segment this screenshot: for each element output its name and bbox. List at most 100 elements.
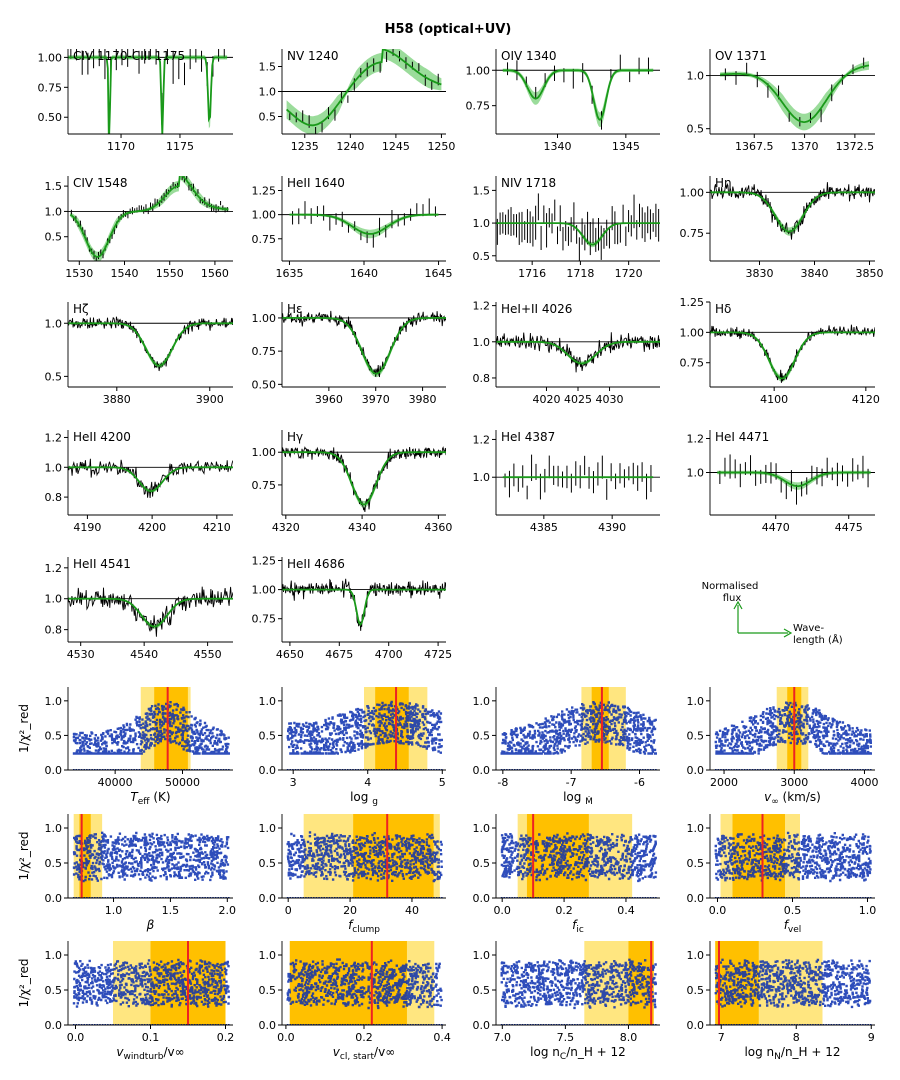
y-tick-label: 0.5 [259,857,277,870]
y-tick-label: 1.2 [45,431,63,444]
y-tick-label: 0.5 [259,111,277,124]
x-axis-label-rest: (km/s) [779,790,821,804]
model-line [282,316,446,375]
x-tick-label: 5 [439,776,446,789]
spectrum-panel: 3880 3900 0.5 1.0 Hζ [45,302,233,406]
x-axis-label: fic [572,918,584,935]
x-tick-label: 0.2 [217,1031,235,1044]
legend-y-label-2: flux [723,593,742,604]
legend-x-label-1: Wave- [793,623,824,634]
y-tick-label: 1.0 [45,695,63,708]
panel-plot-area [496,332,660,373]
x-tick-label: 0.1 [142,1031,160,1044]
y-tick-label: 0.0 [45,892,63,905]
x-tick-label: 4475 [835,521,863,534]
model-uncertainty-band [68,322,233,369]
legend-x-label-2: length (Å) [793,633,843,646]
spectrum-panel: 4385 4390 1.0 1.2 HeI 4387 [473,430,660,534]
model-uncertainty-band [502,68,654,128]
x-tick-label: 4340 [348,521,376,534]
panel-line-label: Hη [715,176,732,190]
spectrum-panel: 1367.5 1370 1372.5 0.5 1.0 OV 1371 [687,49,875,153]
x-tick-label: 4 [364,776,371,789]
y-tick-label: 1.0 [45,205,63,218]
model-uncertainty-band [282,317,446,378]
panel-line-label: HeII 4200 [73,430,131,444]
y-tick-label: 0.50 [252,378,277,391]
spectrum-panel: 1635 1640 1645 0.75 1.00 1.25 HeII 1640 [252,176,453,280]
x-axis-label-rest: (K) [150,790,171,804]
model-uncertainty-band [720,61,869,131]
x-tick-label: 1530 [65,267,93,280]
x-tick-label: 4020 [532,393,560,406]
x-axis-label: log Ṁ [563,790,593,807]
y-tick-label: 1.0 [687,822,705,835]
spectrum-panel: 4470 4475 1.0 1.2 HeI 4471 [687,430,875,534]
x-axis-label: v∞ (km/s) [764,790,821,807]
x-tick-label: 0.5 [784,904,802,917]
x-tick-label: 4000 [850,776,878,789]
observed-spectrum [68,586,233,637]
model-line [69,176,229,258]
x-axis-label: vcl, start/v∞ [333,1045,395,1062]
y-tick-label: 1.0 [473,336,491,349]
y-tick-label: 0.8 [473,372,491,385]
fit-points [72,958,230,1008]
x-tick-label: 3900 [196,393,224,406]
model-line [502,69,654,121]
y-tick-label: 1.0 [45,461,63,474]
y-tick-label: 1.00 [252,312,277,325]
y-tick-label: 0.5 [45,729,63,742]
x-axis-label-sub: vel [788,925,801,935]
panel-line-label: OV 1371 [715,49,767,63]
y-tick-label: 0.50 [38,111,63,124]
model-uncertainty-band [289,213,439,239]
spectrum-panel: 1340 1345 0.75 1.00 OIV 1340 [466,49,660,153]
x-tick-label: 4200 [138,521,166,534]
x-tick-label: 3000 [780,776,808,789]
x-tick-label: 40 [405,904,419,917]
fit-points [72,831,230,883]
x-tick-label: 4390 [598,521,626,534]
y-tick-label: 0.75 [252,345,277,358]
panel-line-label: HeII 4541 [73,557,131,571]
x-axis-label-rest: /n_H + 12 [566,1045,626,1059]
x-axis-label-main: f [784,918,790,932]
fit-panel: 0.0 0.2 0.4 0.0 0.5 1.0 vcl, start/v∞ [259,941,451,1062]
model-line [710,331,875,380]
x-tick-label: 2000 [710,776,738,789]
x-tick-label: 1367.5 [735,140,774,153]
spectrum-panel: 1170 1175 0.50 0.75 1.00 CIV 1170-CIII 1175 [38,49,233,153]
y-tick-label: 0.5 [45,370,63,383]
panel-plot-area [496,54,660,130]
fit-points [500,832,658,883]
fit-panel: 0.0 0.2 0.4 0.0 0.5 1.0 fic [473,814,660,935]
y-tick-label: 1.2 [473,300,491,313]
x-tick-label: 7.0 [494,1031,512,1044]
panel-line-label: Hδ [715,302,731,316]
fit-points [500,958,657,1010]
y-tick-label: 1.00 [252,209,277,222]
y-tick-label: 0.8 [45,624,63,637]
x-tick-label: 3830 [746,267,774,280]
y-tick-label: 0.5 [45,984,63,997]
fit-panel: 3 4 5 0.0 0.5 1.0 log g [259,687,446,807]
x-axis-label-rest: /v∞ [163,1045,184,1059]
fit-panel: -8 -7 -6 0.0 0.5 1.0 log Ṁ [473,687,660,807]
panel-plot-area [68,49,233,134]
x-tick-label: 7.5 [557,1031,575,1044]
inner-confidence-region [715,941,759,1025]
x-tick-label: 0.0 [67,1031,85,1044]
y-tick-label: 1.0 [259,695,277,708]
legend-y-arrow-head [733,600,743,610]
x-tick-label: 1235 [291,140,319,153]
observed-spectrum [710,182,875,240]
y-tick-label: 1.0 [473,471,491,484]
y-tick-label: 1.5 [45,180,63,193]
model-line [68,322,233,367]
panel-line-label: HeI 4387 [501,430,555,444]
panel-line-label: CIV 1548 [73,176,127,190]
x-tick-label: 50000 [165,776,200,789]
model-uncertainty-band [68,55,228,134]
x-tick-label: 1645 [425,267,453,280]
